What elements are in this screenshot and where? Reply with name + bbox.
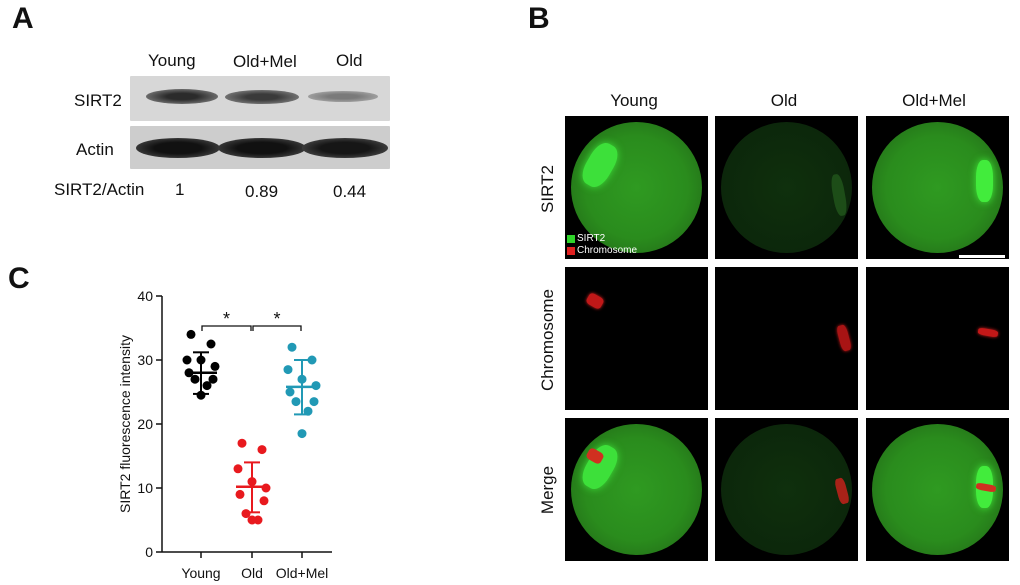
data-point: [309, 397, 319, 407]
data-point: [182, 355, 192, 365]
column-label-old: Old: [770, 91, 798, 110]
column-label-old-mel: Old+Mel: [902, 91, 966, 110]
panel-letter-a: A: [12, 2, 34, 35]
ratio-label: SIRT2/Actin: [54, 180, 145, 199]
legend-swatch-chromosome: [567, 247, 575, 255]
sirt2-band-old: [308, 91, 378, 102]
significance-bracket: [252, 325, 302, 331]
data-point: [233, 464, 243, 474]
sirt2-band-young: [146, 89, 218, 104]
oocyte: [721, 122, 852, 253]
data-point: [259, 496, 269, 506]
oocyte: [571, 424, 702, 555]
significance-brackets: * *: [201, 309, 302, 331]
micrograph-merge-young: [565, 418, 708, 561]
chromosome-cluster: [977, 327, 999, 338]
scale-bar: [959, 255, 1005, 258]
y-ticks: 0 10 20 30 40: [137, 288, 162, 560]
sirt2-blot-strip: [130, 76, 390, 121]
y-tick-label: 20: [137, 416, 153, 432]
data-point: [186, 329, 196, 339]
significance-bracket: [201, 325, 252, 331]
micrograph-sirt2-old: [715, 116, 858, 259]
data-point: [202, 381, 212, 391]
y-tick-label: 30: [137, 352, 153, 368]
data-point: [297, 429, 307, 439]
blot-row-label-actin: Actin: [76, 140, 114, 159]
oocyte: [571, 122, 702, 253]
x-ticks: Young Old Old+Mel: [181, 552, 328, 581]
data-point: [190, 374, 200, 384]
panel-letter-b: B: [528, 2, 550, 35]
x-tick-label: Old: [241, 565, 263, 581]
data-point: [307, 355, 317, 365]
data-point: [257, 445, 267, 455]
legend-swatch-sirt2: [567, 235, 575, 243]
error-bars: [185, 351, 318, 514]
data-point: [287, 342, 297, 352]
sirt2-band-old-mel: [225, 90, 299, 104]
actin-band-old-mel: [218, 138, 306, 158]
x-tick-label: Old+Mel: [276, 565, 329, 581]
lane-label-old: Old: [336, 51, 363, 70]
oocyte: [721, 424, 852, 555]
micrograph-merge-old-mel: [866, 418, 1009, 561]
data-point: [247, 515, 257, 525]
ratio-old: 0.44: [333, 182, 367, 201]
micrograph-merge-old: [715, 418, 858, 561]
significance-star: *: [223, 309, 230, 329]
chromosome-cluster: [585, 291, 605, 311]
data-point: [285, 387, 295, 397]
actin-blot-strip: [130, 126, 390, 169]
scatter-chart: SIRT2 fluorescence intensity 0 10 20 30 40 Y…: [117, 288, 332, 581]
row-label-sirt2: SIRT2: [538, 165, 557, 213]
data-point: [206, 339, 216, 349]
micrograph-chromosome-young: [565, 267, 708, 410]
y-tick-label: 40: [137, 288, 153, 304]
row-label-merge: Merge: [538, 465, 557, 515]
actin-band-young: [136, 138, 220, 158]
data-point: [283, 365, 293, 375]
data-point: [261, 483, 271, 493]
y-axis-label: SIRT2 fluorescence intensity: [117, 335, 133, 513]
x-tick-label: Young: [181, 565, 220, 581]
lane-label-old-mel: Old+Mel: [233, 52, 297, 71]
micrograph-chromosome-old-mel: [866, 267, 1009, 410]
column-label-young: Young: [610, 91, 658, 110]
blot-row-label-sirt2: SIRT2: [74, 91, 122, 110]
micrograph-sirt2-young: SIRT2 Chromosome: [565, 116, 708, 259]
row-label-chromosome: Chromosome: [538, 288, 557, 392]
micrograph-sirt2-old-mel: [866, 116, 1009, 259]
lane-label-young: Young: [148, 51, 196, 70]
data-point: [237, 438, 247, 448]
ratio-young: 1: [175, 180, 185, 199]
chromosome-cluster: [835, 324, 853, 352]
data-point: [208, 374, 218, 384]
data-point: [210, 361, 220, 371]
legend-label-sirt2: SIRT2: [577, 233, 606, 244]
data-point: [311, 381, 321, 391]
significance-star: *: [273, 309, 280, 329]
actin-band-old: [302, 138, 388, 158]
spindle: [976, 160, 993, 202]
ratio-old-mel: 0.89: [245, 182, 279, 201]
micrograph-chromosome-old: [715, 267, 858, 410]
y-tick-label: 10: [137, 480, 153, 496]
legend-label-chromosome: Chromosome: [577, 245, 638, 256]
panel-letter-c: C: [8, 262, 30, 295]
y-tick-label: 0: [145, 544, 153, 560]
data-point: [235, 489, 245, 499]
data-point: [291, 397, 301, 407]
